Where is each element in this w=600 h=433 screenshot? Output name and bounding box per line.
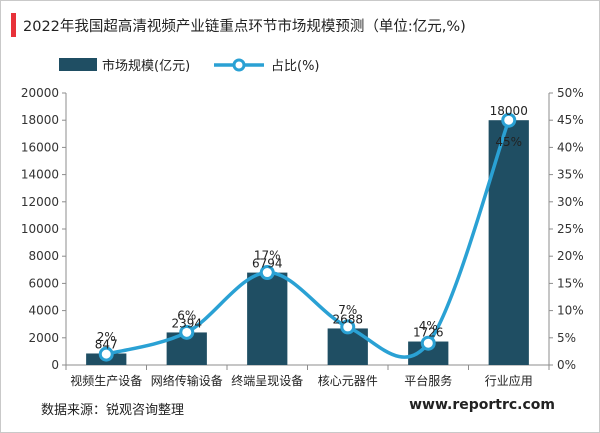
share-point bbox=[340, 319, 356, 335]
bar-value-label: 1726 bbox=[413, 326, 444, 340]
y-tick-label-right: 0% bbox=[557, 358, 576, 372]
y-tick-label-left: 20000 bbox=[21, 86, 59, 100]
y-tick-label-right: 50% bbox=[557, 86, 584, 100]
bar-value-label: 2688 bbox=[332, 312, 363, 326]
y-tick-label-left: 2000 bbox=[28, 331, 59, 345]
y-tick-label-right: 45% bbox=[557, 113, 584, 127]
chart-title: 2022年我国超高清视频产业链重点环节市场规模预测（单位:亿元,%) bbox=[23, 19, 466, 35]
share-value-label: 17% bbox=[254, 249, 281, 263]
x-tick-label: 网络传输设备 bbox=[151, 373, 223, 388]
share-point bbox=[179, 324, 195, 340]
x-tick-label: 平台服务 bbox=[404, 373, 452, 388]
share-value-label: 2% bbox=[97, 330, 116, 344]
legend-line-label: 占比(%) bbox=[271, 59, 320, 74]
legend-bar-label: 市场规模(亿元) bbox=[102, 58, 190, 74]
y-tick-label-right: 30% bbox=[557, 195, 584, 209]
share-value-label: 7% bbox=[338, 303, 357, 317]
y-tick-label-right: 25% bbox=[557, 222, 584, 236]
x-tick-label: 核心元器件 bbox=[318, 374, 378, 388]
y-tick-label-left: 14000 bbox=[21, 168, 59, 182]
y-tick-label-left: 0 bbox=[51, 358, 59, 372]
x-tick-label: 终端呈现设备 bbox=[231, 373, 303, 388]
source-note: 数据来源：锐观咨询整理 bbox=[41, 403, 185, 418]
bar-value-label: 18000 bbox=[490, 104, 528, 118]
legend-bar-swatch bbox=[59, 58, 97, 71]
y-tick-label-left: 16000 bbox=[21, 140, 59, 154]
bar bbox=[488, 120, 529, 365]
y-tick-label-left: 10000 bbox=[21, 222, 59, 236]
share-value-label: 6% bbox=[177, 308, 196, 322]
bar-value-label: 847 bbox=[95, 337, 118, 351]
share-value-label: 45% bbox=[495, 135, 522, 149]
legend-line-marker bbox=[232, 58, 246, 72]
bar-value-label: 6794 bbox=[252, 257, 283, 271]
bar-value-label: 2394 bbox=[171, 316, 202, 330]
x-tick-label: 视频生产设备 bbox=[70, 373, 142, 388]
share-point bbox=[259, 265, 275, 281]
bar bbox=[408, 341, 449, 365]
share-value-label: 4% bbox=[419, 319, 438, 333]
y-tick-label-left: 12000 bbox=[21, 195, 59, 209]
x-tick-label: 行业应用 bbox=[485, 373, 533, 388]
website-label: www.reportrc.com bbox=[409, 397, 555, 413]
y-tick-label-right: 35% bbox=[557, 168, 584, 182]
y-tick-label-right: 15% bbox=[557, 276, 584, 290]
y-tick-label-right: 5% bbox=[557, 331, 576, 345]
y-tick-label-right: 20% bbox=[557, 249, 584, 263]
y-tick-label-right: 40% bbox=[557, 140, 584, 154]
share-line bbox=[105, 119, 511, 359]
bar bbox=[247, 272, 288, 365]
share-point bbox=[420, 335, 436, 351]
y-tick-label-left: 6000 bbox=[28, 276, 59, 290]
y-tick-label-left: 8000 bbox=[28, 249, 59, 263]
share-point bbox=[501, 112, 517, 128]
y-tick-label-left: 18000 bbox=[21, 113, 59, 127]
title-accent-bar bbox=[11, 13, 16, 37]
share-point bbox=[98, 346, 114, 362]
y-tick-label-right: 10% bbox=[557, 304, 584, 318]
y-tick-label-left: 4000 bbox=[28, 304, 59, 318]
